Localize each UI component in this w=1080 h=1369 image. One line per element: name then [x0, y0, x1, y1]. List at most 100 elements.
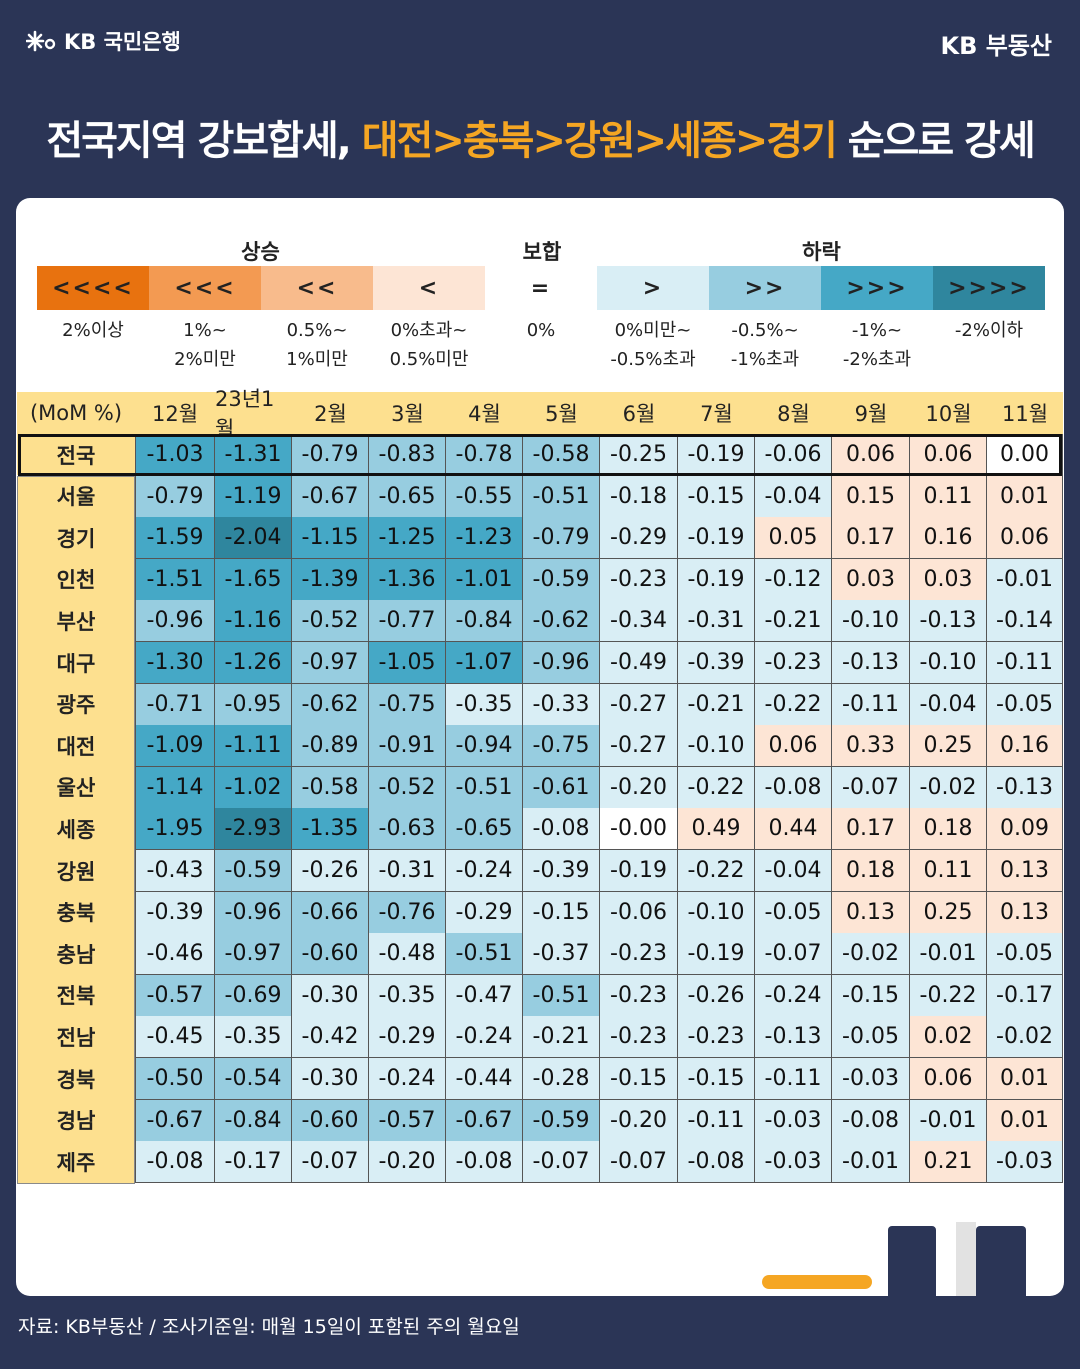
heatmap-cell: -0.15 [678, 1058, 755, 1101]
heatmap-cell: -0.45 [135, 1016, 215, 1059]
heatmap-cell: -0.54 [215, 1058, 292, 1101]
title-part2: 순으로 강세 [835, 118, 1036, 164]
heatmap-cell: -0.05 [987, 933, 1063, 976]
heatmap-cell: -0.29 [369, 1016, 446, 1059]
heatmap-cell: 0.09 [987, 808, 1063, 851]
heatmap-cell: -0.52 [292, 600, 369, 643]
heatmap-cell: -0.08 [446, 1141, 523, 1184]
heatmap-cell: -0.25 [600, 434, 678, 477]
heatmap-cell: 0.17 [832, 517, 910, 560]
heatmap-cell: -0.91 [369, 725, 446, 768]
column-header: 10월 [925, 402, 972, 426]
legend-caption-2: 0.5%~ 1%미만 [286, 320, 348, 370]
heatmap-cell: -1.14 [135, 766, 215, 809]
heatmap-cell: -0.24 [446, 1016, 523, 1059]
heatmap-cell: 0.13 [832, 891, 910, 934]
heatmap-cell: -0.15 [832, 974, 910, 1017]
heatmap-cell: -0.30 [292, 1058, 369, 1101]
heatmap-cell: -0.13 [910, 600, 987, 643]
source-note: 자료: KB부동산 / 조사기준일: 매월 15일이 포함된 주의 월요일 [18, 1316, 520, 1338]
heatmap-cell: -0.37 [523, 933, 600, 976]
column-header: 4월 [468, 402, 501, 426]
heatmap-cell: -0.44 [446, 1058, 523, 1101]
heatmap-cell: -0.23 [755, 642, 832, 685]
heatmap-cell: -0.19 [678, 434, 755, 477]
heatmap-cell: 0.25 [910, 725, 987, 768]
heatmap-cell: -0.13 [755, 1016, 832, 1059]
heatmap-cell: -0.97 [215, 933, 292, 976]
heatmap-cell: -0.46 [135, 933, 215, 976]
heatmap-cell: -0.19 [678, 558, 755, 601]
region-label: 전남 [56, 1025, 96, 1050]
heatmap-cell: -0.31 [678, 600, 755, 643]
heatmap-cell: -0.26 [678, 974, 755, 1017]
legend-caption-0: 2%이상 [62, 320, 124, 341]
heatmap-cell: -0.66 [292, 891, 369, 934]
region-label: 강원 [56, 859, 96, 884]
heatmap-cell: -0.62 [523, 600, 600, 643]
heatmap-cell: -0.11 [755, 1058, 832, 1101]
region-label: 전북 [56, 984, 96, 1009]
legend-caption-4: 0% [526, 320, 556, 341]
heatmap-cell: -0.34 [600, 600, 678, 643]
heatmap-cell: -0.19 [600, 850, 678, 893]
heatmap-cell: -1.19 [215, 475, 292, 518]
heatmap-cell: -0.24 [755, 974, 832, 1017]
heatmap-cell: 0.06 [910, 1058, 987, 1101]
bank-name: KB 국민은행 [64, 30, 181, 54]
heatmap-cell: -0.20 [369, 1141, 446, 1184]
legend-swatch-0: <<<< [37, 266, 149, 310]
heatmap-cell: 0.16 [987, 725, 1063, 768]
column-header: 11월 [1001, 402, 1049, 426]
heatmap-cell: -0.08 [832, 1099, 910, 1142]
heatmap-cell: -1.23 [446, 517, 523, 560]
heatmap-cell: -0.19 [678, 517, 755, 560]
region-label: 제주 [56, 1150, 96, 1175]
heatmap-cell: -0.29 [446, 891, 523, 934]
heatmap-cell: -0.35 [369, 974, 446, 1017]
heatmap-cell: -0.17 [987, 974, 1063, 1017]
heatmap-cell: -0.84 [215, 1099, 292, 1142]
heatmap-cell: -0.10 [832, 600, 910, 643]
region-label: 경북 [56, 1067, 96, 1092]
heatmap-cell: -0.48 [369, 933, 446, 976]
heatmap-cell: -0.59 [215, 850, 292, 893]
heatmap-cell: -0.15 [523, 891, 600, 934]
heatmap-cell: -0.17 [215, 1141, 292, 1184]
heatmap-cell: -0.27 [600, 683, 678, 726]
heatmap-cell: -0.28 [523, 1058, 600, 1101]
heatmap-cell: 0.06 [910, 434, 987, 477]
heatmap-cell: -0.15 [678, 475, 755, 518]
legend-swatch-6: >> [709, 266, 821, 310]
heatmap-cell: -0.39 [523, 850, 600, 893]
heatmap-cell: -0.30 [292, 974, 369, 1017]
heatmap-cell: -0.67 [292, 475, 369, 518]
heatmap-cell: -0.22 [910, 974, 987, 1017]
heatmap-cell: -0.59 [523, 1099, 600, 1142]
heatmap-cell: -0.65 [369, 475, 446, 518]
heatmap-cell: -0.03 [755, 1141, 832, 1184]
heatmap-cell: -1.07 [446, 642, 523, 685]
heatmap-cell: -0.01 [987, 558, 1063, 601]
heatmap-cell: -0.11 [987, 642, 1063, 685]
heatmap-cell: -0.29 [600, 517, 678, 560]
heatmap-cell: 0.00 [987, 434, 1063, 477]
heatmap-cell: -0.07 [600, 1141, 678, 1184]
column-header: 9월 [854, 402, 888, 426]
heatmap-cell: -0.77 [369, 600, 446, 643]
column-header: 23년1월 [215, 387, 275, 441]
heatmap-cell: -0.33 [523, 683, 600, 726]
heatmap-cell: -0.18 [600, 475, 678, 518]
heatmap-cell: -0.01 [910, 1099, 987, 1142]
region-label: 대전 [56, 734, 96, 759]
heatmap-cell: -1.26 [215, 642, 292, 685]
heatmap-cell: -0.69 [215, 974, 292, 1017]
heatmap-cell: -0.78 [446, 434, 523, 477]
heatmap-cell: -1.36 [369, 558, 446, 601]
column-header: 7월 [700, 402, 733, 426]
heatmap-cell: -0.08 [523, 808, 600, 851]
heatmap-cell: -0.60 [292, 933, 369, 976]
heatmap-cell: -0.07 [292, 1141, 369, 1184]
heatmap-cell: -0.00 [600, 808, 678, 851]
heatmap-cell: -0.96 [135, 600, 215, 643]
